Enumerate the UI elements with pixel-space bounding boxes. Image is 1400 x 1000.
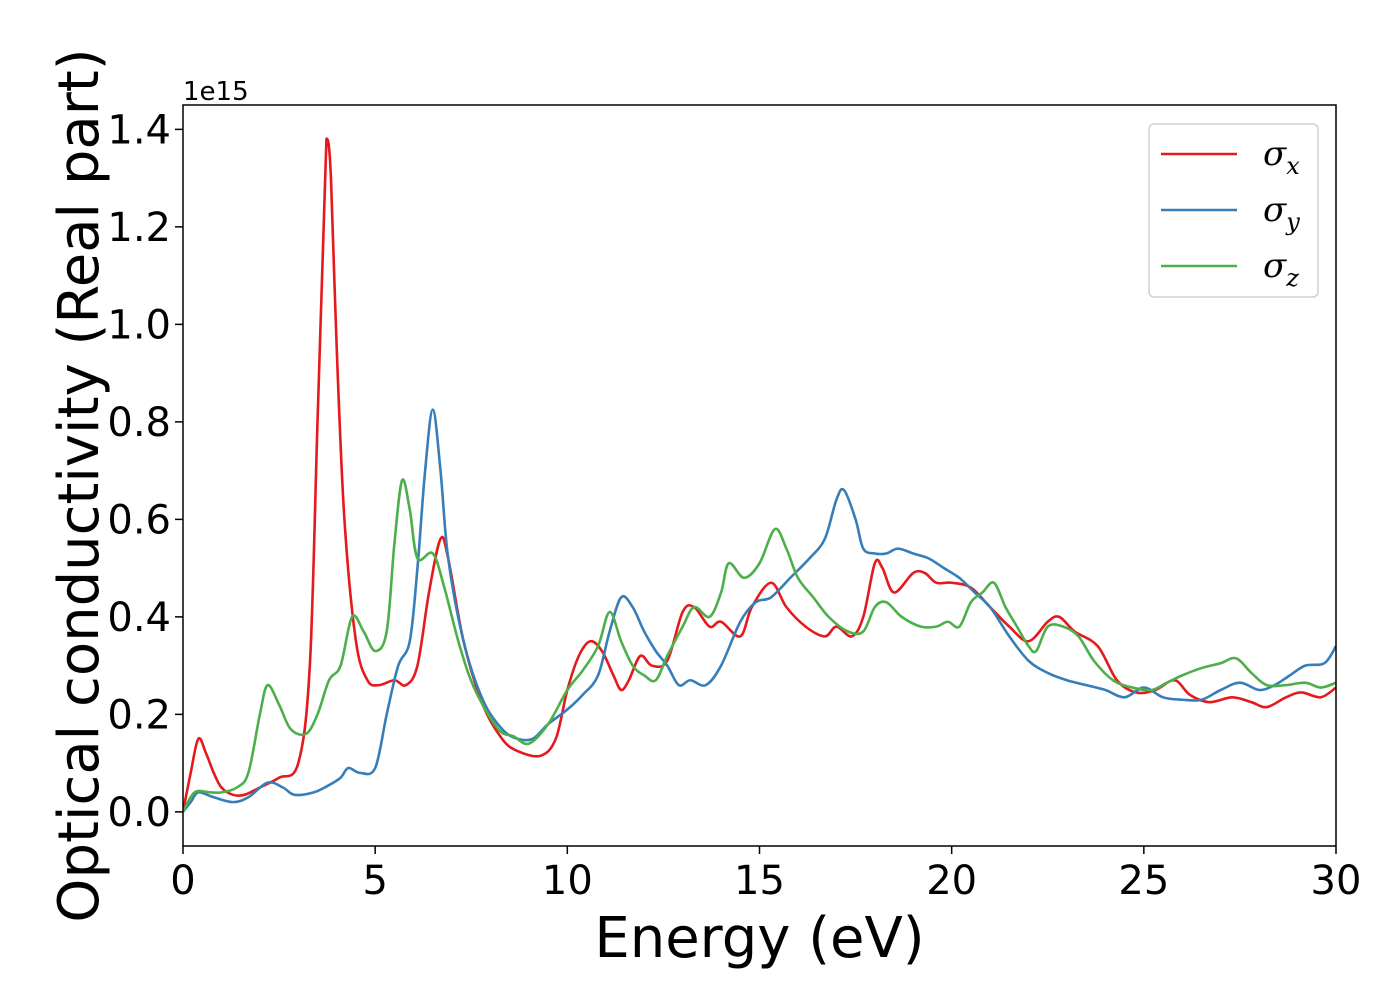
y-tick-label: 0.2 [107, 692, 171, 738]
x-tick-label: 0 [170, 858, 195, 904]
x-axis: 0 5 10 15 20 25 30 [170, 846, 1361, 904]
x-tick-label: 5 [362, 858, 387, 904]
x-tick-label: 10 [542, 858, 593, 904]
series-line-z [183, 478, 1336, 813]
y-tick-label: 1.4 [107, 107, 171, 153]
legend-label-z: σz [1263, 246, 1299, 292]
x-axis-label: Energy (eV) [594, 906, 924, 971]
x-tick-label: 15 [734, 858, 785, 904]
x-tick-label: 25 [1118, 858, 1169, 904]
x-tick-label: 20 [926, 858, 977, 904]
series-line-y [183, 408, 1336, 813]
y-tick-label: 1.0 [107, 302, 171, 348]
series-layer [183, 137, 1336, 813]
x-tick-label: 30 [1311, 858, 1362, 904]
legend-label-y: σy [1263, 190, 1300, 236]
y-tick-label: 0.4 [107, 595, 171, 641]
series-line-x [183, 137, 1336, 813]
y-tick-label: 0.6 [107, 497, 171, 543]
legend: σx σy σz [1148, 123, 1319, 298]
legend-label-x: σx [1263, 134, 1300, 180]
y-tick-label: 0.8 [107, 400, 171, 446]
y-offset-label: 1e15 [183, 77, 249, 107]
y-axis: 0.0 0.2 0.4 0.6 0.8 1.0 1.2 1.4 [107, 107, 183, 836]
y-axis-label: Optical conductivity (Real part) [47, 48, 112, 922]
y-tick-label: 0.0 [107, 790, 171, 836]
y-tick-label: 1.2 [107, 205, 171, 251]
